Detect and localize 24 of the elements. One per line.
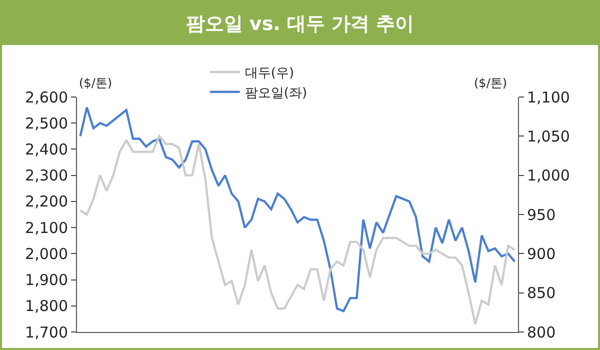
y2-tick-label: 950 [527, 206, 556, 224]
y2-tick-label: 900 [527, 244, 556, 263]
line-series [79, 106, 516, 312]
y-tick-label: 2,600 [25, 88, 68, 106]
y-tick-label: 2,300 [25, 166, 68, 185]
y-tick-label: 1,900 [25, 271, 68, 290]
y2-tick-label: 1,100 [527, 88, 570, 106]
y2-tick-label: 850 [527, 284, 556, 302]
y-tick-label: 2,200 [25, 192, 68, 211]
y2-tick-label: 1,000 [527, 166, 570, 185]
y-tick-label: 2,400 [25, 140, 68, 158]
y2-tick-label: 1,050 [527, 127, 570, 146]
chart-title: 팜오일 vs. 대두 가격 추이 [2, 2, 598, 45]
y-tick-label: 2,100 [25, 218, 68, 237]
y2-tick-label: 800 [527, 323, 556, 342]
y-tick-label: 1,800 [25, 297, 68, 316]
y-tick-label: 1,700 [25, 323, 68, 342]
line-series [79, 135, 516, 326]
y-axis-title: ($/톤) [79, 76, 112, 90]
legend-label: 대두(우) [244, 66, 294, 82]
y-tick-label: 2,000 [25, 244, 68, 263]
y2-axis-title: ($/톤) [474, 76, 508, 90]
y-tick-label: 2,500 [25, 114, 68, 132]
legend-label: 팜오일(좌) [244, 86, 308, 101]
